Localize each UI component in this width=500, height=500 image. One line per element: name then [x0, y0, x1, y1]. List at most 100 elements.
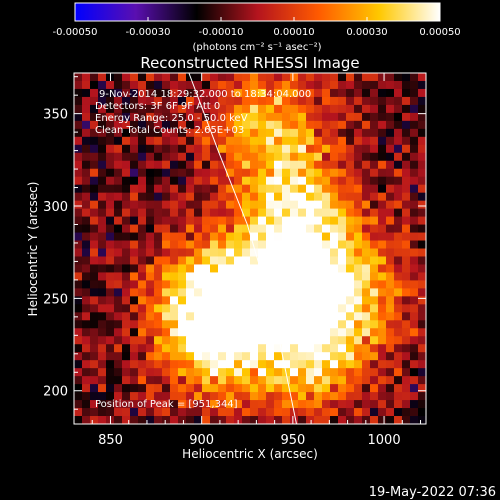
- heatmap-cell: [282, 344, 291, 353]
- heatmap-cell: [186, 336, 195, 345]
- heatmap-cell: [114, 144, 123, 154]
- heatmap-cell: [210, 272, 219, 281]
- heatmap-cell: [170, 128, 179, 138]
- heatmap-cell: [154, 160, 163, 170]
- heatmap-cell: [338, 392, 347, 401]
- heatmap-cell: [370, 376, 379, 385]
- heatmap-cell: [202, 352, 211, 361]
- heatmap-cell: [346, 192, 355, 202]
- heatmap-cell: [194, 296, 203, 305]
- heatmap-cell: [122, 96, 131, 106]
- heatmap-cell: [378, 73, 387, 82]
- heatmap-cell: [346, 336, 355, 345]
- heatmap-cell: [226, 408, 235, 417]
- heatmap-cell: [418, 360, 426, 369]
- heatmap-cell: [306, 416, 315, 424]
- heatmap-cell: [138, 232, 147, 242]
- heatmap-cell: [106, 400, 115, 409]
- heatmap-cell: [202, 192, 211, 202]
- y-tick-label: 200: [43, 385, 68, 400]
- heatmap-cell: [154, 288, 163, 297]
- heatmap-cell: [210, 400, 219, 409]
- heatmap-cell: [74, 80, 83, 90]
- heatmap-cell: [82, 160, 91, 170]
- heatmap-cell: [322, 160, 331, 170]
- heatmap-cell: [146, 160, 155, 170]
- heatmap-cell: [362, 408, 371, 417]
- heatmap-cell: [266, 200, 275, 210]
- heatmap-cell: [210, 360, 219, 369]
- heatmap-cell: [330, 232, 339, 242]
- heatmap-cell: [346, 400, 355, 409]
- heatmap-cell: [210, 144, 219, 154]
- heatmap-cell: [258, 328, 267, 337]
- heatmap-cell: [314, 384, 323, 393]
- heatmap-cell: [250, 128, 259, 138]
- heatmap-cell: [410, 336, 419, 345]
- heatmap-cell: [234, 288, 243, 297]
- heatmap-cell: [298, 104, 307, 114]
- heatmap-cell: [138, 152, 147, 162]
- heatmap-cell: [194, 168, 203, 178]
- heatmap-cell: [322, 248, 331, 257]
- heatmap-cell: [354, 408, 363, 417]
- heatmap-cell: [394, 88, 403, 98]
- heatmap-cell: [346, 328, 355, 337]
- heatmap-cell: [330, 144, 339, 154]
- heatmap-cell: [314, 120, 323, 130]
- heatmap-cell: [346, 168, 355, 178]
- heatmap-cell: [354, 320, 363, 329]
- heatmap-cell: [138, 352, 147, 361]
- heatmap-cell: [418, 416, 426, 424]
- heatmap-cell: [418, 368, 426, 377]
- heatmap-cell: [346, 416, 355, 424]
- heatmap-cell: [106, 384, 115, 393]
- heatmap-cell: [130, 360, 139, 369]
- heatmap-cell: [354, 224, 363, 234]
- heatmap-cell: [418, 336, 426, 345]
- heatmap-cell: [162, 328, 171, 337]
- heatmap-cell: [114, 312, 123, 321]
- heatmap-cell: [314, 200, 323, 210]
- heatmap-cell: [154, 368, 163, 377]
- heatmap-cell: [306, 392, 315, 401]
- heatmap-cell: [202, 392, 211, 401]
- heatmap-cell: [322, 120, 331, 130]
- heatmap-cell: [418, 344, 426, 353]
- heatmap-cell: [82, 272, 91, 281]
- heatmap-cell: [234, 112, 243, 122]
- heatmap-cell: [202, 160, 211, 170]
- heatmap-cell: [354, 360, 363, 369]
- heatmap-cell: [266, 73, 275, 82]
- heatmap-cell: [138, 184, 147, 194]
- heatmap-cell: [370, 304, 379, 313]
- heatmap-cell: [410, 384, 419, 393]
- heatmap-cell: [146, 416, 155, 424]
- heatmap-cell: [314, 368, 323, 377]
- heatmap-cell: [226, 224, 235, 234]
- heatmap-cell: [242, 128, 251, 138]
- heatmap-cell: [330, 120, 339, 130]
- heatmap-cell: [234, 160, 243, 170]
- heatmap-cell: [186, 256, 195, 265]
- heatmap-cell: [210, 304, 219, 313]
- heatmap-cell: [410, 416, 419, 424]
- heatmap-cell: [282, 416, 291, 424]
- heatmap-cell: [138, 408, 147, 417]
- heatmap-cell: [402, 216, 411, 226]
- heatmap-cell: [338, 120, 347, 130]
- heatmap-cell: [194, 232, 203, 242]
- heatmap-cell: [258, 176, 267, 186]
- heatmap-cell: [330, 384, 339, 393]
- heatmap-cell: [370, 328, 379, 337]
- heatmap-cell: [354, 376, 363, 385]
- heatmap-cell: [202, 224, 211, 234]
- heatmap-cell: [210, 392, 219, 401]
- footer-timestamp: 19-May-2022 07:36: [369, 485, 496, 500]
- heatmap-cell: [266, 304, 275, 313]
- heatmap-cell: [98, 320, 107, 329]
- heatmap-cell: [354, 73, 363, 82]
- heatmap-cell: [274, 392, 283, 401]
- heatmap-cell: [210, 408, 219, 417]
- heatmap-cell: [234, 264, 243, 273]
